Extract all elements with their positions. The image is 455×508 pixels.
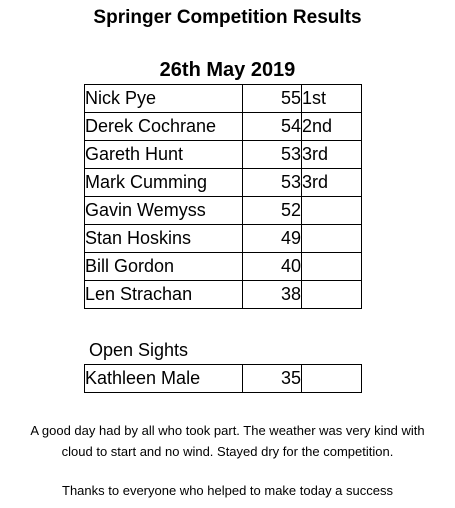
competitor-name: Nick Pye xyxy=(84,84,243,113)
table-row: Bill Gordon 40 xyxy=(84,252,362,281)
competitor-score: 53 xyxy=(242,140,302,169)
open-sights-table: Kathleen Male 35 xyxy=(84,364,362,393)
open-sights-title: Open Sights xyxy=(89,340,189,360)
competitor-name: Derek Cochrane xyxy=(84,112,243,141)
table-row: Stan Hoskins 49 xyxy=(84,224,362,253)
table-row: Derek Cochrane 54 2nd xyxy=(84,112,362,141)
competition-date: 26th May 2019 xyxy=(159,59,296,81)
table-row: Nick Pye 55 1st xyxy=(84,84,362,113)
competitor-score: 35 xyxy=(242,364,302,393)
competitor-place xyxy=(301,252,362,281)
competitor-score: 38 xyxy=(242,280,302,309)
table-row: Len Strachan 38 xyxy=(84,280,362,309)
competitor-place: 1st xyxy=(301,84,362,113)
competitor-place xyxy=(301,280,362,309)
competitor-name: Len Strachan xyxy=(84,280,243,309)
competitor-place xyxy=(301,224,362,253)
page-title: Springer Competition Results xyxy=(93,7,362,28)
competitor-name: Stan Hoskins xyxy=(84,224,243,253)
table-row: Gavin Wemyss 52 xyxy=(84,196,362,225)
competitor-place xyxy=(301,364,362,393)
competitor-score: 49 xyxy=(242,224,302,253)
competitor-place: 3rd xyxy=(301,168,362,197)
competitor-score: 54 xyxy=(242,112,302,141)
competitor-name: Bill Gordon xyxy=(84,252,243,281)
competitor-name: Gavin Wemyss xyxy=(84,196,243,225)
competitor-name: Mark Cumming xyxy=(84,168,243,197)
table-row: Mark Cumming 53 3rd xyxy=(84,168,362,197)
competitor-score: 55 xyxy=(242,84,302,113)
thanks-note: Thanks to everyone who helped to make to… xyxy=(62,483,393,498)
results-table: Nick Pye 55 1st Derek Cochrane 54 2nd Ga… xyxy=(84,84,362,309)
competitor-place: 2nd xyxy=(301,112,362,141)
competitor-place xyxy=(301,196,362,225)
competitor-score: 40 xyxy=(242,252,302,281)
notes-line: cloud to start and no wind. Stayed dry f… xyxy=(61,444,394,459)
table-row: Kathleen Male 35 xyxy=(84,364,362,393)
competitor-score: 52 xyxy=(242,196,302,225)
competitor-name: Kathleen Male xyxy=(84,364,243,393)
competitor-name: Gareth Hunt xyxy=(84,140,243,169)
notes-line: A good day had by all who took part. The… xyxy=(30,423,425,438)
competitor-score: 53 xyxy=(242,168,302,197)
table-row: Gareth Hunt 53 3rd xyxy=(84,140,362,169)
notes-paragraph: A good day had by all who took part. The… xyxy=(0,420,455,462)
competitor-place: 3rd xyxy=(301,140,362,169)
